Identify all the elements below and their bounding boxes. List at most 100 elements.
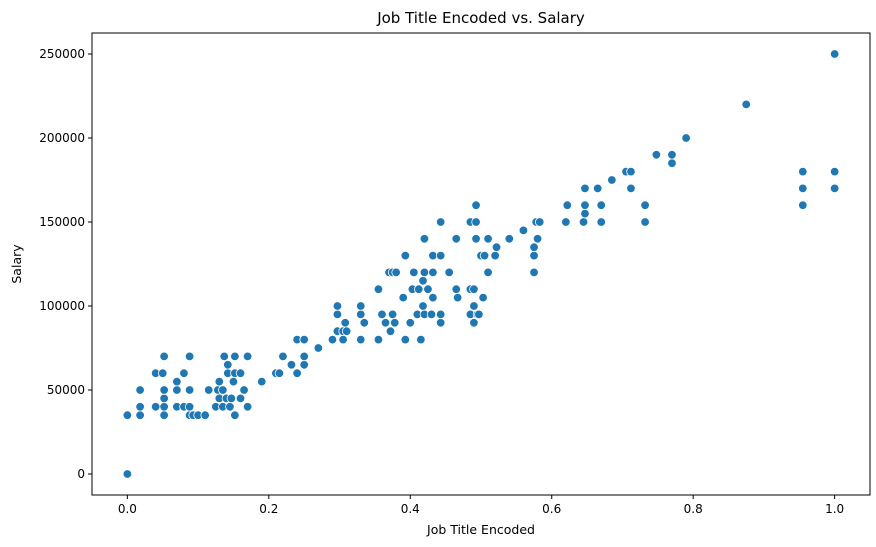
scatter-point [428, 292, 438, 303]
scatter-point [451, 234, 461, 244]
scatter-point [313, 343, 324, 353]
scatter-point [626, 183, 636, 194]
x-tick-label: 0.6 [542, 502, 561, 516]
scatter-point [419, 267, 430, 278]
scatter-point [299, 360, 309, 370]
scatter-point [239, 385, 249, 395]
scatter-point [405, 318, 415, 328]
scatter-point [414, 284, 424, 294]
scatter-point [593, 183, 603, 194]
scatter-point [428, 267, 438, 278]
scatter-point [380, 318, 391, 328]
x-tick-label: 0.0 [118, 502, 137, 516]
scatter-point [607, 175, 617, 185]
scatter-point [390, 318, 400, 328]
scatter-point [532, 234, 543, 244]
scatter-point [356, 334, 366, 345]
scatter-point [218, 385, 228, 395]
scatter-point [179, 368, 189, 378]
scatter-point [741, 99, 751, 110]
scatter-point [338, 334, 348, 345]
scatter-point [504, 234, 514, 244]
scatter-point [651, 150, 662, 160]
scatter-point [829, 183, 840, 194]
x-tick-label: 0.4 [401, 502, 420, 516]
scatter-point [230, 351, 240, 362]
scatter-point [391, 267, 401, 278]
scatter-point [529, 267, 539, 278]
scatter-point [385, 326, 396, 336]
scatter-point [451, 284, 461, 294]
scatter-point [214, 376, 225, 387]
scatter-point [274, 368, 285, 378]
y-tick-label: 0 [77, 467, 85, 481]
scatter-point [471, 200, 481, 210]
scatter-point [444, 267, 454, 278]
chart-title: Job Title Encoded vs. Salary [376, 9, 585, 27]
scatter-point [596, 217, 606, 227]
scatter-point [469, 318, 479, 328]
scatter-point [219, 351, 229, 362]
scatter-point [829, 49, 840, 59]
scatter-point [356, 301, 366, 311]
scatter-point [681, 133, 691, 143]
scatter-point [228, 376, 239, 387]
scatter-point [640, 200, 650, 210]
scatter-point [529, 242, 539, 252]
scatter-point [172, 385, 182, 395]
scatter-point [200, 410, 210, 420]
scatter-point [242, 402, 253, 412]
scatter-point [471, 234, 481, 244]
scatter-point [242, 351, 253, 362]
scatter-point [423, 284, 433, 294]
x-axis-label: Job Title Encoded [426, 522, 535, 537]
scatter-point [474, 309, 484, 320]
scatter-point [341, 326, 352, 336]
scatter-point [529, 250, 539, 261]
scatter-point [798, 200, 808, 210]
y-tick-label: 50000 [47, 383, 85, 397]
plot-frame [91, 32, 871, 496]
scatter-point [435, 318, 446, 328]
scatter-point [562, 200, 572, 210]
scatter-point [158, 368, 168, 378]
scatter-point [373, 334, 384, 345]
scatter-point [483, 234, 493, 244]
scatter-point [373, 284, 384, 294]
y-tick-label: 150000 [39, 215, 85, 229]
scatter-point [418, 276, 428, 286]
scatter-point [377, 309, 387, 320]
scatter-point [491, 242, 502, 252]
scatter-point [359, 318, 370, 328]
y-tick-label: 200000 [39, 131, 85, 145]
scatter-point [230, 410, 240, 420]
scatter-point [596, 200, 606, 210]
scatter-point [226, 393, 237, 404]
scatter-point [235, 393, 246, 404]
scatter-point [235, 368, 246, 378]
scatter-point [667, 150, 677, 160]
y-axis-label: Salary [9, 244, 24, 284]
scatter-point [184, 351, 195, 362]
scatter-point [490, 250, 500, 261]
scatter-point [479, 250, 490, 261]
scatter-point [292, 368, 302, 378]
scatter-point [398, 292, 408, 303]
scatter-point [122, 469, 133, 479]
scatter-point [419, 234, 430, 244]
scatter-point [135, 410, 145, 420]
scatter-point [416, 334, 426, 345]
scatter-point [159, 402, 169, 412]
scatter-point [667, 158, 677, 168]
scatter-point [478, 292, 488, 303]
scatter-point [580, 200, 590, 210]
scatter-point [798, 183, 808, 194]
scatter-point [435, 250, 446, 261]
scatter-point [518, 225, 529, 236]
scatter-point [159, 385, 169, 395]
scatter-point [299, 351, 309, 362]
scatter-point [332, 301, 343, 311]
scatter-point [469, 284, 479, 294]
points-layer [122, 49, 840, 479]
